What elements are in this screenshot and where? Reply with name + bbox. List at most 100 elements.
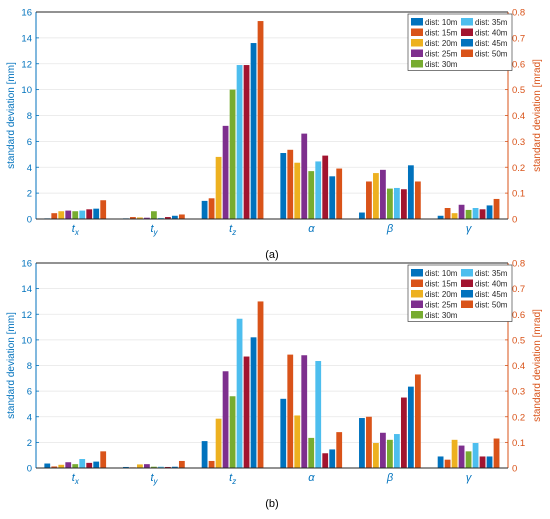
x-tick-label: γ xyxy=(466,223,473,235)
y-tick-label-left: 2 xyxy=(27,438,32,449)
legend-swatch xyxy=(411,300,423,308)
bar xyxy=(437,215,444,219)
legend-label: dist: 40m xyxy=(475,280,508,289)
y-tick-label-right: 0 xyxy=(512,464,517,475)
bar xyxy=(329,176,336,219)
bar xyxy=(86,209,93,219)
bar xyxy=(79,210,86,219)
panel-caption: (a) xyxy=(265,249,278,261)
y-tick-label-left: 14 xyxy=(21,33,32,44)
bar xyxy=(201,441,208,468)
bar xyxy=(301,355,308,468)
bar xyxy=(465,209,472,219)
legend-box xyxy=(407,13,513,71)
bar xyxy=(366,181,372,219)
legend-swatch xyxy=(461,269,473,277)
bar xyxy=(407,165,414,219)
y-tick-label-right: 0.1 xyxy=(512,189,525,200)
bar xyxy=(215,156,222,219)
legend-swatch xyxy=(411,49,423,57)
bar xyxy=(387,188,393,219)
bar xyxy=(65,462,72,468)
bar xyxy=(336,432,343,468)
y-tick-label-left: 6 xyxy=(27,387,32,398)
y-tick-label-right: 0.2 xyxy=(512,412,525,423)
legend-swatch xyxy=(461,18,473,26)
y-tick-label-right: 0.8 xyxy=(512,259,525,270)
y-tick-label-left: 16 xyxy=(21,8,32,19)
x-tick-subscript: x xyxy=(74,477,80,486)
bar xyxy=(222,371,229,468)
legend-label: dist: 15m xyxy=(425,29,458,38)
bar xyxy=(315,361,322,468)
legend-label: dist: 40m xyxy=(475,29,508,38)
y-tick-label-left: 6 xyxy=(27,137,32,148)
legend-label: dist: 35m xyxy=(475,269,508,278)
bar xyxy=(58,211,65,219)
bar xyxy=(157,217,164,219)
x-tick-subscript: x xyxy=(74,228,80,237)
y-axis-title-right: standard deviation [mrad] xyxy=(532,59,543,172)
bar xyxy=(380,169,386,219)
chart-panel-1: 0 2 4 6 8 10 12 14 16 0 0.1 0.2 0.3 0.4 0.5 0.6 0.7 0.8 tx… xyxy=(6,8,543,262)
legend-swatch xyxy=(411,39,423,47)
bar xyxy=(208,460,215,468)
bar xyxy=(130,217,136,219)
legend-swatch xyxy=(411,60,423,68)
y-tick-label-left: 10 xyxy=(21,85,32,96)
y-tick-label-right: 0.5 xyxy=(512,85,525,96)
bar xyxy=(493,438,500,468)
x-tick-label: γ xyxy=(466,472,473,484)
y-tick-label-left: 12 xyxy=(21,59,32,70)
bar xyxy=(137,217,143,219)
bar xyxy=(458,445,465,468)
y-axis-title-left: standard deviation [mm] xyxy=(6,62,17,169)
bar xyxy=(458,204,465,219)
x-tick-label: α xyxy=(308,223,315,235)
bar xyxy=(280,398,287,468)
y-tick-label-left: 14 xyxy=(21,284,32,295)
bar xyxy=(151,466,157,468)
x-tick-subscript: y xyxy=(153,228,159,237)
panel-caption: (b) xyxy=(265,498,278,510)
legend-label: dist: 45m xyxy=(475,290,508,299)
bar xyxy=(472,208,479,219)
bar xyxy=(243,356,250,468)
bar xyxy=(287,354,294,468)
y-tick-label-right: 0.8 xyxy=(512,8,525,19)
bar xyxy=(444,208,451,219)
bar xyxy=(444,459,451,468)
legend-swatch xyxy=(411,28,423,36)
bar xyxy=(229,89,236,219)
x-tick-label: β xyxy=(386,223,394,235)
bar xyxy=(486,456,493,468)
bar xyxy=(72,211,79,219)
bar xyxy=(164,466,171,468)
bar xyxy=(157,466,164,468)
legend-box xyxy=(407,264,513,322)
bar xyxy=(451,213,458,219)
bar xyxy=(123,466,129,468)
bar xyxy=(294,162,301,219)
bar xyxy=(208,198,215,219)
y-axis-title-right: standard deviation [mrad] xyxy=(532,309,543,422)
legend-swatch xyxy=(411,290,423,298)
x-tick-label: ty xyxy=(150,472,158,486)
bar xyxy=(65,210,72,219)
bar xyxy=(250,337,257,468)
bar xyxy=(414,374,421,468)
bar xyxy=(393,187,400,219)
bar xyxy=(257,21,264,220)
bar xyxy=(257,301,264,468)
legend-swatch xyxy=(461,290,473,298)
bar xyxy=(44,463,51,468)
bar xyxy=(144,217,150,219)
legend-swatch xyxy=(411,18,423,26)
legend-label: dist: 30m xyxy=(425,311,458,320)
legend-label: dist: 10m xyxy=(425,269,458,278)
bar xyxy=(280,153,287,219)
bar xyxy=(236,65,243,219)
